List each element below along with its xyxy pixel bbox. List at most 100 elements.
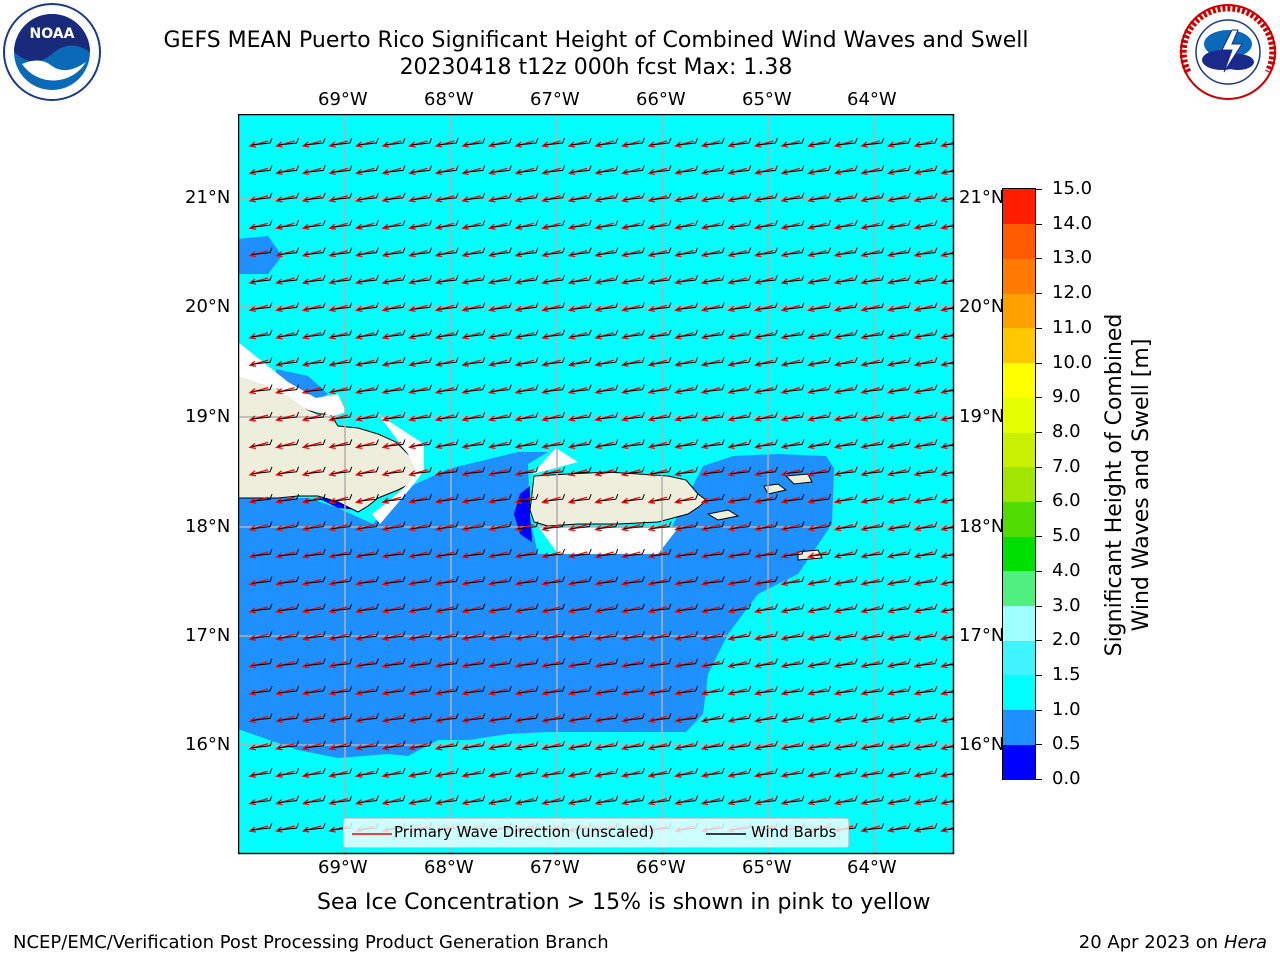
wind-barb bbox=[810, 768, 832, 776]
wind-barb bbox=[331, 768, 353, 776]
wave-arrow-head bbox=[647, 799, 656, 806]
wave-arrow-head bbox=[248, 141, 257, 148]
wave-arrow-head bbox=[248, 497, 257, 504]
wind-barb bbox=[863, 137, 885, 146]
wind-barb bbox=[305, 685, 326, 694]
wind-barb bbox=[677, 631, 699, 639]
wave-arrow-head bbox=[940, 662, 948, 669]
wind-barb bbox=[624, 658, 645, 667]
wind-barb bbox=[517, 357, 539, 365]
wind-barb bbox=[358, 192, 379, 201]
wind-barb bbox=[810, 302, 832, 310]
wind-barb bbox=[890, 521, 911, 530]
wind-barb bbox=[890, 795, 911, 804]
wind-barb bbox=[251, 548, 273, 557]
wind-barb bbox=[943, 307, 954, 310]
wave-arrow-head bbox=[940, 689, 948, 696]
wave-arrow-head bbox=[434, 223, 443, 230]
wind-barb bbox=[597, 302, 619, 310]
wind-barb bbox=[251, 466, 273, 475]
wind-barb bbox=[704, 247, 725, 256]
wind-barb bbox=[704, 768, 725, 776]
wind-barb bbox=[624, 137, 645, 146]
wave-arrow-head bbox=[620, 497, 629, 504]
wind-barb bbox=[517, 603, 539, 612]
wave-arrow-head bbox=[780, 223, 789, 230]
wind-barb bbox=[890, 685, 911, 694]
wind-barb bbox=[278, 631, 300, 639]
wave-arrow-head bbox=[408, 360, 416, 367]
wind-barb bbox=[331, 713, 353, 721]
wave-arrow-head bbox=[328, 168, 336, 176]
wave-arrow-head bbox=[275, 196, 283, 203]
wave-arrow-head bbox=[700, 470, 709, 477]
sea-ice-note: Sea Ice Concentration > 15% is shown in … bbox=[317, 890, 931, 915]
wave-arrow-head bbox=[541, 470, 549, 477]
wave-arrow-head bbox=[301, 470, 310, 477]
wind-barb bbox=[730, 740, 752, 749]
wind-barb bbox=[251, 685, 273, 694]
wave-arrow-head bbox=[647, 223, 656, 230]
wind-barb bbox=[704, 548, 725, 557]
colorbar-tick-label: 6.0 bbox=[1052, 490, 1081, 512]
wave-arrow-head bbox=[860, 771, 868, 778]
wave-arrow-head bbox=[567, 771, 576, 778]
wave-arrow-head bbox=[833, 497, 842, 504]
wave-arrow-head bbox=[381, 607, 390, 614]
wave-arrow-head bbox=[408, 607, 416, 614]
wind-barb bbox=[916, 548, 938, 557]
wave-arrow-head bbox=[860, 278, 868, 285]
wave-arrow-head bbox=[753, 415, 762, 422]
wind-barb bbox=[438, 439, 459, 447]
wind-barb bbox=[411, 302, 433, 310]
wave-arrow-head bbox=[913, 579, 922, 587]
wind-barb bbox=[890, 658, 911, 667]
wave-arrow-head bbox=[860, 744, 868, 751]
wind-barb bbox=[438, 631, 459, 639]
lat-label-right: 19°N bbox=[959, 406, 1005, 427]
wind-barb bbox=[890, 165, 911, 173]
wind-barb bbox=[916, 439, 938, 447]
wave-arrow-head bbox=[620, 525, 629, 532]
colorbar-tick-label: 4.0 bbox=[1052, 559, 1081, 581]
wave-arrow-head bbox=[248, 278, 257, 285]
wave-arrow-head bbox=[354, 716, 363, 724]
wave-arrow-head bbox=[248, 168, 257, 176]
wave-arrow-head bbox=[753, 716, 762, 724]
wind-barb bbox=[278, 329, 300, 338]
wind-barb bbox=[464, 521, 486, 530]
wave-arrow-head bbox=[647, 196, 656, 203]
wind-barb bbox=[384, 576, 406, 584]
wind-barb bbox=[863, 411, 885, 420]
wind-barb bbox=[305, 658, 326, 667]
wave-arrow-head bbox=[860, 634, 868, 641]
wave-arrow-head bbox=[381, 223, 390, 230]
wave-arrow-head bbox=[487, 607, 496, 614]
wave-arrow-head bbox=[354, 497, 363, 504]
wave-arrow-head bbox=[700, 223, 709, 230]
wave-arrow-head bbox=[381, 552, 390, 559]
wind-barb bbox=[783, 494, 805, 502]
wind-barb bbox=[677, 548, 699, 557]
wave-arrow-head bbox=[727, 388, 735, 395]
wave-arrow-head bbox=[780, 799, 789, 806]
wind-barb bbox=[278, 357, 300, 365]
wind-barb bbox=[305, 713, 326, 721]
wave-arrow-head bbox=[514, 689, 523, 696]
wind-barb bbox=[544, 274, 566, 283]
wind-barb bbox=[411, 384, 433, 393]
wave-arrow-head bbox=[461, 196, 469, 203]
wave-arrow-head bbox=[727, 141, 735, 148]
wave-arrow-head bbox=[248, 305, 257, 313]
wave-arrow-head bbox=[647, 552, 656, 559]
wind-barb bbox=[438, 247, 459, 256]
wave-arrow-head bbox=[620, 196, 629, 203]
wind-barb bbox=[837, 521, 858, 530]
wind-barb bbox=[916, 521, 938, 530]
wind-barb bbox=[943, 198, 954, 201]
map-border bbox=[238, 114, 955, 855]
wave-arrow-head bbox=[275, 470, 283, 477]
wave-arrow-head bbox=[487, 552, 496, 559]
wind-barb bbox=[517, 466, 539, 475]
wave-arrow-head bbox=[594, 442, 602, 450]
